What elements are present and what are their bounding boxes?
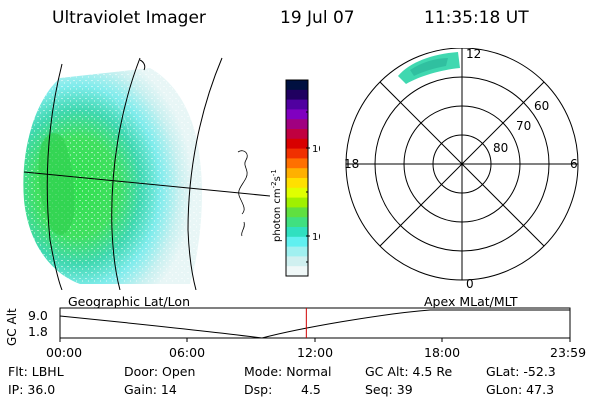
geographic-image-panel <box>23 57 270 290</box>
mlat-label-60: 60 <box>534 99 549 113</box>
colorbar-segment <box>286 148 308 159</box>
mlt-label-0: 0 <box>466 277 474 291</box>
altitude-curve <box>59 309 570 339</box>
xtick-1800: 18:00 <box>424 345 461 360</box>
mlat-label-70: 70 <box>516 119 531 133</box>
colorbar-segment <box>286 158 308 169</box>
timeline-ymin: 1.8 <box>28 324 48 339</box>
colorbar-segment <box>286 80 308 91</box>
xtick-2359: 23:59 <box>550 345 587 360</box>
mode-info: Mode: Normal <box>244 364 332 379</box>
xtick-1200: 12:00 <box>297 345 334 360</box>
xtick-0000: 00:00 <box>46 345 83 360</box>
door-info: Door: Open <box>124 364 196 379</box>
timeline-frame <box>59 307 571 339</box>
colorbar-segment <box>286 119 308 130</box>
colorbar-segment <box>286 178 308 189</box>
timeline-ymax: 9.0 <box>28 308 48 323</box>
colorbar-segment <box>286 217 308 228</box>
polar-aurora-image <box>398 52 460 84</box>
colorbar: 100 10 photon cm-2s-1 <box>270 79 320 277</box>
ip-info: IP: 36.0 <box>8 382 56 397</box>
aurora-emission-image <box>23 68 202 284</box>
gc-alt-info: GC Alt: 4.5 Re <box>365 364 453 379</box>
colorbar-segment <box>286 256 308 267</box>
glat-info: GLat: -52.3 <box>486 364 556 379</box>
seq-info: Seq: 39 <box>365 382 413 397</box>
colorbar-tick-100: 100 <box>312 144 320 155</box>
colorbar-segment <box>286 109 308 120</box>
polar-grid <box>345 48 579 281</box>
orbit-timeline <box>59 307 571 342</box>
colorbar-segment <box>286 168 308 179</box>
mlt-label-18: 18 <box>344 157 359 171</box>
colorbar-segment <box>286 129 308 140</box>
dsp-value: 4.5 <box>301 382 321 397</box>
apex-caption: Apex MLat/MLT <box>424 294 518 309</box>
colorbar-segment <box>286 187 308 199</box>
mlt-label-6: 6 <box>570 157 578 171</box>
polar-mlt-plot: 12 18 6 0 60 70 80 <box>344 48 579 291</box>
colorbar-segment <box>286 236 308 248</box>
glon-info: GLon: 47.3 <box>486 382 555 397</box>
dsp-label: Dsp: <box>244 382 273 397</box>
date-label: 19 Jul 07 <box>280 8 355 28</box>
colorbar-unit-label: photon cm-2s-1 <box>270 169 283 242</box>
colorbar-segment <box>286 207 308 218</box>
colorbar-segment <box>286 138 308 150</box>
mlat-label-80: 80 <box>493 141 508 155</box>
timeline-ticks <box>59 338 571 342</box>
colorbar-segment <box>286 246 308 257</box>
colorbar-segment <box>286 266 308 277</box>
colorbar-segment <box>286 89 308 101</box>
geographic-caption: Geographic Lat/Lon <box>68 294 190 309</box>
colorbar-scale <box>286 80 308 277</box>
colorbar-segment <box>286 227 308 238</box>
time-label: 11:35:18 UT <box>424 8 529 28</box>
gain-info: Gain: 14 <box>124 382 177 397</box>
instrument-title: Ultraviolet Imager <box>52 8 206 28</box>
colorbar-segment <box>286 197 308 208</box>
lat-lon-grid <box>23 57 270 290</box>
colorbar-segment <box>286 99 308 110</box>
mlt-label-12: 12 <box>466 48 481 61</box>
colorbar-tick-10: 10 <box>312 232 320 243</box>
coastline <box>237 150 248 237</box>
filter-info: Flt: LBHL <box>8 364 64 379</box>
xtick-0600: 06:00 <box>169 345 206 360</box>
